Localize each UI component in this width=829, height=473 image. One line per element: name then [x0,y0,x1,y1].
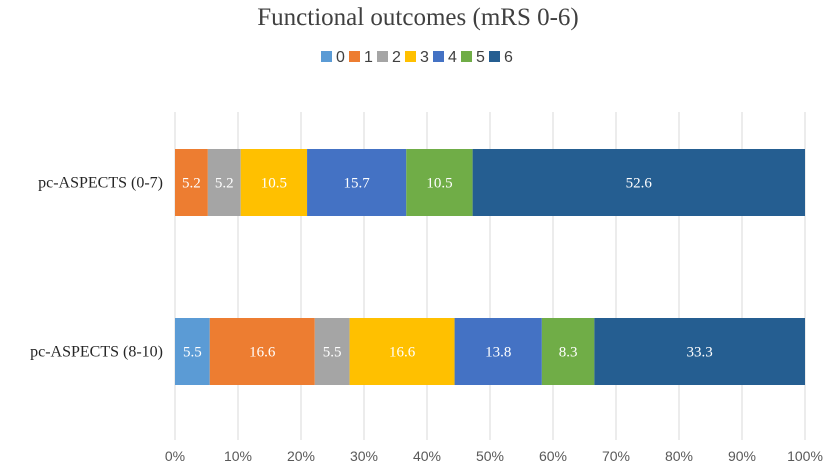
bar-data-label: 10.5 [426,176,452,192]
bar-data-label: 10.5 [261,176,287,192]
bar-data-label: 5.5 [183,345,202,361]
bar-data-label: 13.8 [485,345,511,361]
legend-label: 2 [392,49,401,66]
x-tick-label: 90% [728,448,756,464]
bar-segment [594,318,805,385]
x-tick-label: 20% [287,448,315,464]
x-tick-label: 70% [602,448,630,464]
legend-swatch [433,51,444,62]
x-tick-label: 10% [224,448,252,464]
category-label: pc-ASPECTS (0-7) [38,175,163,192]
x-tick-label: 50% [476,448,504,464]
category-labels: pc-ASPECTS (0-7) pc-ASPECTS (8-10) [30,175,163,361]
bar-segment [541,318,595,385]
bar-segment [406,149,473,216]
legend-label: 5 [476,49,485,66]
legend-swatch [461,51,472,62]
bar-data-label: 5.2 [215,176,234,192]
legend-swatch [489,51,500,62]
bars: 05.25.210.515.710.552.65.516.65.516.613.… [175,149,805,385]
x-tick-label: 80% [665,448,693,464]
legend-swatch [321,51,332,62]
bar-data-label: 16.6 [389,345,416,361]
x-tick-label: 100% [787,448,823,464]
bar-segment [175,149,208,216]
x-tick-label: 40% [413,448,441,464]
bar-data-label: 33.3 [687,345,713,361]
bar-segment [349,318,455,385]
bar-data-label: 52.6 [626,176,653,192]
legend-label: 0 [336,49,345,66]
legend-label: 1 [364,49,373,66]
legend-label: 3 [420,49,429,66]
bar-segment [472,149,805,216]
bar-data-label: 5.5 [323,345,342,361]
legend-label: 4 [448,49,457,66]
category-label: pc-ASPECTS (8-10) [30,344,163,361]
bar-segment [307,149,407,216]
bar-segment [454,318,542,385]
chart-title: Functional outcomes (mRS 0-6) [257,4,579,31]
x-tick-label: 30% [350,448,378,464]
legend: 0 1 2 3 4 5 6 [321,49,513,66]
bar-segment [314,318,350,385]
bar-segment [209,318,315,385]
bar-data-label: 16.6 [249,345,276,361]
x-tick-label: 60% [539,448,567,464]
legend-swatch [349,51,360,62]
bar-data-label: 15.7 [344,176,371,192]
legend-swatch [377,51,388,62]
bar-segment [207,149,241,216]
bar-segment [240,149,308,216]
legend-swatch [405,51,416,62]
bar-data-label: 5.2 [182,176,201,192]
bar-data-label: 8.3 [559,345,578,361]
legend-label: 6 [504,49,513,66]
x-tick-label: 0% [165,448,185,464]
bar-segment [175,318,210,385]
x-axis-tick-labels: 0% 10% 20% 30% 40% 50% 60% 70% 80% 90% 100% [165,448,823,464]
